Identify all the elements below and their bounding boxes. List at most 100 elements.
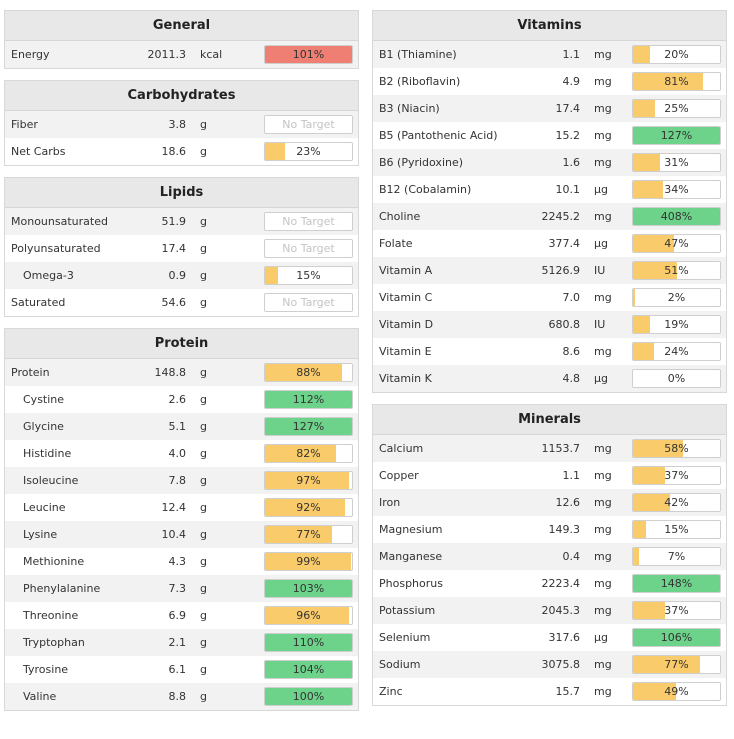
progress-percent: No Target (282, 296, 335, 309)
progress-percent: 0% (667, 372, 686, 385)
nutrient-unit: g (200, 269, 207, 282)
nutrient-unit: mg (594, 75, 612, 88)
nutrient-amount: 4.0 (168, 447, 187, 460)
nutrient-row-cystine: Cystine 2.6 g 112% (5, 386, 358, 413)
nutrient-row-methionine: Methionine 4.3 g 99% (5, 548, 358, 575)
nutrient-name: Fiber (11, 118, 38, 131)
nutrient-amount: 0.9 (168, 269, 187, 282)
panel-title: Protein (5, 329, 358, 359)
progress-percent: 99% (296, 555, 321, 568)
nutrient-unit: g (200, 690, 207, 703)
nutrient-row-b2-riboflavin: B2 (Riboflavin) 4.9 mg 81% (373, 68, 726, 95)
nutrient-row-fiber: Fiber 3.8 g No Target (5, 111, 358, 138)
progress-fill (633, 494, 670, 511)
target-progress-bar: 49% (632, 682, 721, 701)
target-progress-bar: 2% (632, 288, 721, 307)
nutrient-row-b3-niacin: B3 (Niacin) 17.4 mg 25% (373, 95, 726, 122)
progress-fill (633, 289, 635, 306)
nutrient-unit: mg (594, 442, 612, 455)
progress-percent: 15% (664, 523, 689, 536)
progress-fill (633, 548, 640, 565)
nutrient-unit: mg (594, 496, 612, 509)
nutrient-unit: mg (594, 102, 612, 115)
nutrient-name: Valine (23, 690, 57, 703)
nutrient-amount: 3.8 (168, 118, 187, 131)
nutrient-amount: 2045.3 (541, 604, 581, 617)
nutrient-name: B12 (Cobalamin) (379, 183, 472, 196)
progress-percent: 408% (660, 210, 693, 223)
nutrient-amount: 680.8 (548, 318, 581, 331)
nutrient-amount: 10.4 (161, 528, 187, 541)
nutrient-amount: 4.9 (562, 75, 581, 88)
progress-percent: 58% (664, 442, 689, 455)
progress-fill (265, 580, 352, 597)
nutrient-amount: 17.4 (161, 242, 187, 255)
progress-percent: 92% (296, 501, 321, 514)
nutrient-amount: 18.6 (161, 145, 187, 158)
progress-percent: 77% (664, 658, 689, 671)
progress-percent: 88% (296, 366, 321, 379)
nutrient-unit: mg (594, 658, 612, 671)
panel-vitamins: Vitamins B1 (Thiamine) 1.1 mg 20% B2 (Ribofla… (372, 10, 727, 393)
nutrient-row-copper: Copper 1.1 mg 37% (373, 462, 726, 489)
nutrient-row-omega-3: Omega-3 0.9 g 15% (5, 262, 358, 289)
progress-fill (265, 46, 352, 63)
progress-percent: 127% (660, 129, 693, 142)
nutrient-name: Tyrosine (23, 663, 69, 676)
nutrient-amount: 12.6 (555, 496, 581, 509)
target-progress-bar: 15% (632, 520, 721, 539)
nutrient-name: B3 (Niacin) (379, 102, 440, 115)
progress-fill (265, 661, 352, 678)
panel-title: Carbohydrates (5, 81, 358, 111)
nutrient-amount: 51.9 (161, 215, 187, 228)
nutrient-row-tyrosine: Tyrosine 6.1 g 104% (5, 656, 358, 683)
target-progress-bar: 92% (264, 498, 353, 517)
nutrient-amount: 149.3 (548, 523, 581, 536)
target-progress-bar: 23% (264, 142, 353, 161)
nutrient-amount: 4.8 (562, 372, 581, 385)
nutrient-unit: g (200, 474, 207, 487)
nutrient-name: Histidine (23, 447, 72, 460)
progress-fill (265, 418, 352, 435)
progress-percent: 49% (664, 685, 689, 698)
nutrient-unit: g (200, 636, 207, 649)
target-progress-bar: 25% (632, 99, 721, 118)
progress-fill (633, 262, 678, 279)
nutrient-unit: g (200, 609, 207, 622)
target-progress-bar: 97% (264, 471, 353, 490)
nutrient-unit: g (200, 447, 207, 460)
nutrient-row-glycine: Glycine 5.1 g 127% (5, 413, 358, 440)
nutrient-row-b1-thiamine: B1 (Thiamine) 1.1 mg 20% (373, 41, 726, 68)
progress-percent: 19% (664, 318, 689, 331)
progress-percent: 81% (664, 75, 689, 88)
target-progress-bar: 19% (632, 315, 721, 334)
nutrient-row-vitamin-a: Vitamin A 5126.9 IU 51% (373, 257, 726, 284)
target-progress-bar: 148% (632, 574, 721, 593)
nutrient-row-magnesium: Magnesium 149.3 mg 15% (373, 516, 726, 543)
nutrient-row-isoleucine: Isoleucine 7.8 g 97% (5, 467, 358, 494)
panel-title: Minerals (373, 405, 726, 435)
target-progress-bar: 88% (264, 363, 353, 382)
progress-percent: 77% (296, 528, 321, 541)
nutrient-row-manganese: Manganese 0.4 mg 7% (373, 543, 726, 570)
nutrient-amount: 148.8 (154, 366, 187, 379)
target-progress-bar: 96% (264, 606, 353, 625)
nutrient-name: Polyunsaturated (11, 242, 101, 255)
nutrient-row-phenylalanine: Phenylalanine 7.3 g 103% (5, 575, 358, 602)
nutrient-amount: 3075.8 (541, 658, 581, 671)
nutrient-amount: 6.1 (168, 663, 187, 676)
nutrient-name: B2 (Riboflavin) (379, 75, 461, 88)
progress-percent: 51% (664, 264, 689, 277)
nutrient-unit: g (200, 528, 207, 541)
nutrient-amount: 1.6 (562, 156, 581, 169)
target-progress-bar: No Target (264, 239, 353, 258)
progress-percent: 103% (292, 582, 325, 595)
progress-percent: No Target (282, 118, 335, 131)
nutrient-name: Copper (379, 469, 419, 482)
nutrient-name: Vitamin E (379, 345, 432, 358)
nutrient-row-potassium: Potassium 2045.3 mg 37% (373, 597, 726, 624)
target-progress-bar: 20% (632, 45, 721, 64)
nutrient-name: Manganese (379, 550, 443, 563)
progress-fill (633, 181, 663, 198)
nutrient-name: Isoleucine (23, 474, 79, 487)
